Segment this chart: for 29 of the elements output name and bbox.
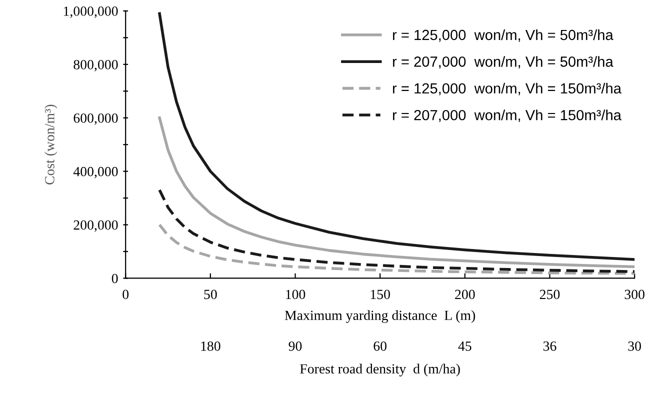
text: 36 — [543, 341, 556, 351]
x-tick-label: 100 — [286, 290, 306, 300]
text: 90 — [288, 341, 302, 351]
line-series — [158, 12, 635, 261]
text: 60 — [374, 341, 386, 351]
text: 45 — [458, 342, 472, 351]
text: 180 — [201, 341, 220, 351]
y-tick-label: 1,000,000 — [64, 6, 118, 18]
x-tick-label: 50 — [204, 290, 217, 300]
y-tick-label: 600,000 — [74, 113, 118, 125]
x-tick-label: 150 — [370, 290, 390, 300]
x-tick-label: 300 — [624, 290, 644, 300]
y-tick-label: 0 — [112, 274, 118, 284]
x-tick-label: 200 — [455, 290, 475, 300]
legend-label: r = 125,000 won/m, Vh = 50m³/ha — [393, 29, 614, 42]
x2-axis-title: Forest road density d (m/ha) — [300, 364, 460, 376]
y-axis-title: Cost (won/m³) — [44, 104, 58, 184]
x-tick-label: 0 — [122, 290, 129, 300]
y-tick-label: 400,000 — [73, 166, 118, 178]
legend-label: r = 207,000 won/m, Vh = 50m³/ha — [393, 56, 614, 69]
legend-label: r = 125,000 won/m, Vh = 150m³/ha — [393, 82, 622, 96]
text: 30 — [628, 341, 641, 351]
legend-label: r = 207,000 won/m, Vh = 150m³/ha — [393, 110, 622, 122]
y-tick-label: 200,000 — [74, 220, 118, 232]
line-series — [158, 188, 635, 273]
x-axis-title: Maximum yarding distance L (m) — [284, 310, 476, 323]
y-tick-label: 800,000 — [74, 60, 118, 72]
x-tick-label: 250 — [540, 290, 560, 300]
line-series — [158, 223, 635, 275]
